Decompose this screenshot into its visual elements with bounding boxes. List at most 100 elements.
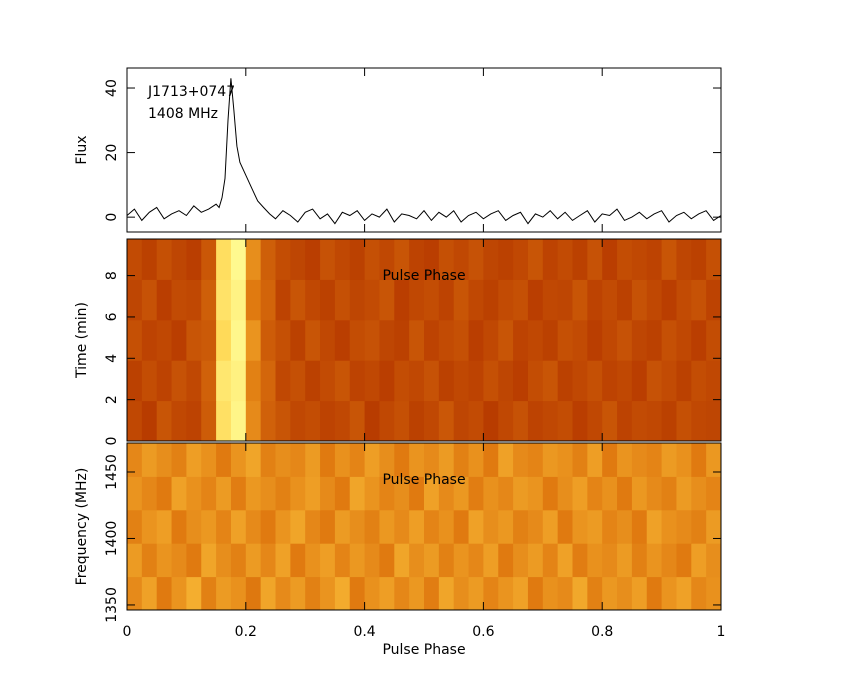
heatmap-cell	[483, 319, 499, 361]
heatmap-cell	[527, 443, 544, 477]
heatmap-cell	[498, 319, 514, 361]
x-tick-label: 0.4	[353, 624, 375, 640]
heatmap-cell	[334, 443, 351, 477]
heatmap-cell	[320, 360, 336, 402]
heatmap-cell	[631, 543, 648, 578]
heatmap-cell	[498, 576, 514, 611]
heatmap-cell	[691, 279, 707, 321]
heatmap-cell	[631, 319, 648, 361]
heatmap-cell	[602, 543, 618, 578]
heatmap-cell	[617, 476, 633, 511]
heatmap-cell	[156, 400, 173, 442]
heatmap-cell	[201, 319, 217, 361]
heatmap-cell	[305, 400, 321, 442]
heatmap-cell	[230, 576, 247, 611]
heatmap-cell	[186, 576, 202, 611]
heatmap-cell	[260, 543, 276, 578]
heatmap-cell	[661, 576, 677, 611]
heatmap-cell	[186, 543, 202, 578]
heatmap-cell	[156, 576, 173, 611]
heatmap-cell	[349, 319, 366, 361]
heatmap-cell	[438, 543, 455, 578]
heatmap-cell	[617, 319, 633, 361]
y-tick-label: 40	[104, 79, 120, 97]
heatmap-cell	[260, 509, 276, 544]
heatmap-cell	[290, 319, 306, 361]
heatmap-cell	[602, 319, 618, 361]
heatmap-cell	[498, 509, 514, 544]
heatmap-cell	[230, 400, 247, 442]
y-tick-label: 4	[104, 354, 120, 363]
heatmap-cell	[156, 543, 173, 578]
heatmap-cell	[230, 509, 247, 544]
heatmap-cell	[706, 543, 722, 578]
heatmap-cell	[141, 509, 158, 544]
heatmap-cell	[498, 360, 514, 402]
heatmap-cell	[334, 476, 351, 511]
heatmap-cell	[275, 360, 291, 402]
heatmap-cell	[661, 476, 677, 511]
profile-line	[126, 78, 722, 225]
heatmap-cell	[364, 319, 380, 361]
heatmap-cell	[334, 239, 351, 280]
heatmap-cell	[676, 576, 692, 611]
y-tick-label: 1350	[104, 587, 120, 623]
heatmap-cell	[216, 509, 232, 544]
heatmap-cell	[587, 476, 603, 511]
heatmap-cell	[557, 543, 573, 578]
heatmap-cell	[572, 319, 588, 361]
heatmap-cell	[557, 576, 573, 611]
heatmap-cell	[245, 576, 262, 611]
heatmap-cell	[156, 319, 173, 361]
heatmap-cell	[260, 476, 276, 511]
heatmap-cell	[424, 509, 440, 544]
heatmap-cell	[305, 360, 321, 402]
heatmap-cell	[364, 476, 380, 511]
heatmap-cell	[127, 279, 143, 321]
heatmap-cell	[201, 360, 217, 402]
heatmap-cell	[527, 279, 544, 321]
heatmap-cell	[141, 543, 158, 578]
heatmap-cell	[379, 476, 395, 511]
frame	[126, 238, 722, 442]
heatmap-cell	[186, 400, 202, 442]
x-tick-label: 1	[717, 624, 726, 640]
heatmap-cell	[349, 443, 366, 477]
heatmap-cell	[409, 476, 425, 511]
heatmap-cell	[424, 360, 440, 402]
heatmap-cell	[409, 443, 425, 477]
heatmap-cell	[171, 543, 187, 578]
heatmap-cell	[691, 319, 707, 361]
heatmap-cell	[468, 239, 484, 280]
heatmap-cell	[706, 476, 722, 511]
heatmap-cell	[617, 279, 633, 321]
heatmap-cell	[661, 509, 677, 544]
heatmap-cell	[171, 239, 187, 280]
heatmap-cell	[275, 509, 291, 544]
heatmap-cell	[646, 239, 663, 280]
heatmap-cell	[572, 476, 588, 511]
heatmap-cell	[453, 509, 470, 544]
heatmap-cell	[646, 400, 663, 442]
heatmap-cell	[706, 400, 722, 442]
heatmap-cell	[572, 400, 588, 442]
heatmap-cell	[349, 476, 366, 511]
heatmap-cell	[156, 509, 173, 544]
heatmap-cell	[483, 400, 499, 442]
heatmap-cell	[290, 400, 306, 442]
heatmap-cell	[201, 509, 217, 544]
heatmap-cell	[498, 543, 514, 578]
heatmap-cell	[676, 239, 692, 280]
frame	[126, 67, 722, 233]
heatmap-cell	[216, 360, 232, 402]
y-tick-label: 1400	[104, 521, 120, 557]
heatmap-cell	[186, 443, 202, 477]
heatmap-cell	[542, 476, 559, 511]
heatmap-cell	[617, 443, 633, 477]
heatmap-cell	[557, 239, 573, 280]
heatmap-cell	[230, 443, 247, 477]
heatmap-cell	[468, 509, 484, 544]
heatmap-cell	[483, 543, 499, 578]
heatmap-cell	[320, 576, 336, 611]
heatmap-cell	[542, 443, 559, 477]
